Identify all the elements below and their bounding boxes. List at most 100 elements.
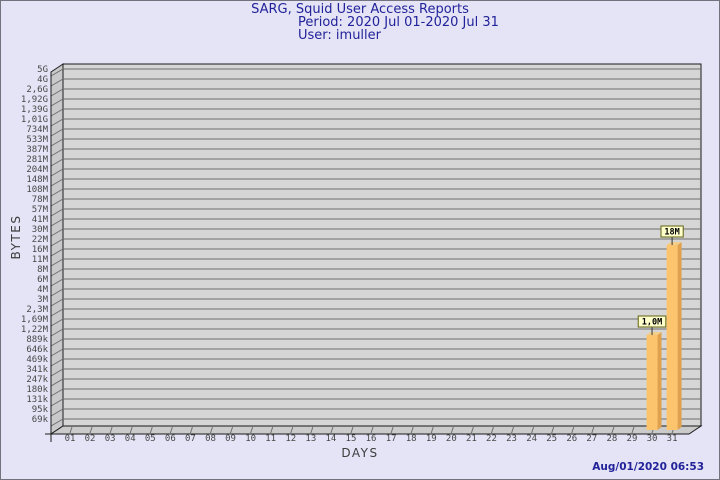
x-tick — [109, 426, 113, 434]
x-tick-label: 29 — [627, 434, 638, 444]
x-axis-title: DAYS — [341, 446, 379, 460]
y-tick-label: 889k — [26, 335, 48, 345]
bar-top-face — [666, 242, 682, 245]
y-tick-label: 108M — [26, 185, 48, 195]
bar-value-label: 18M — [664, 228, 679, 238]
y-tick-label: 180k — [26, 385, 48, 395]
axis-floor — [49, 425, 703, 435]
y-tick — [50, 248, 64, 257]
x-tick — [571, 426, 575, 434]
x-tick — [430, 426, 434, 434]
y-tick — [50, 368, 64, 377]
x-tick — [169, 426, 173, 434]
x-tick-label: 05 — [145, 434, 156, 444]
x-tick — [270, 426, 274, 434]
y-tick — [50, 278, 64, 287]
y-tick — [50, 298, 64, 307]
x-tick-label: 17 — [386, 434, 397, 444]
x-tick — [591, 426, 595, 434]
y-tick-label: 1,01G — [21, 115, 48, 125]
y-tick — [50, 158, 64, 167]
y-tick-label: 2,3M — [26, 305, 48, 315]
y-tick — [50, 348, 64, 357]
plot-area — [62, 63, 702, 427]
x-tick — [189, 426, 193, 434]
y-tick — [50, 128, 64, 137]
chart-header: SARG, Squid User Access Reports Period: … — [1, 3, 719, 42]
y-tick-label: 16M — [32, 245, 49, 255]
bar-value-box — [660, 225, 684, 238]
x-tick-label: 03 — [105, 434, 116, 444]
y-tick-label: 281M — [26, 155, 48, 165]
chart-period: Period: 2020 Jul 01-2020 Jul 31 — [298, 15, 499, 30]
x-tick — [290, 426, 294, 434]
y-tick — [50, 108, 64, 117]
y-tick-label: 148M — [26, 175, 48, 185]
y-tick — [50, 198, 64, 207]
x-tick-label: 24 — [526, 434, 537, 444]
y-tick-label: 1,22M — [21, 325, 49, 335]
x-tick-label: 25 — [546, 434, 557, 444]
y-tick — [50, 148, 64, 157]
y-tick-label: 734M — [26, 125, 48, 135]
y-tick — [50, 418, 64, 427]
y-tick-label: 22M — [32, 235, 49, 245]
x-tick — [310, 426, 314, 434]
y-tick — [50, 178, 64, 187]
y-tick — [50, 218, 64, 227]
y-tick — [50, 258, 64, 267]
x-tick-label: 30 — [647, 434, 658, 444]
x-tick-label: 12 — [285, 434, 296, 444]
y-tick-label: 131k — [26, 395, 48, 405]
x-tick — [511, 426, 515, 434]
y-tick-label: 341k — [26, 365, 48, 375]
x-tick — [450, 426, 454, 434]
y-tick-label: 1,69M — [21, 315, 49, 325]
x-tick — [531, 426, 535, 434]
x-tick — [129, 426, 133, 434]
y-tick-label: 8M — [37, 265, 48, 275]
y-tick-label: 4G — [37, 75, 48, 85]
bar-value-label: 1,0M — [642, 318, 662, 328]
y-tick-label: 69k — [32, 415, 49, 425]
x-tick-label: 09 — [225, 434, 236, 444]
y-tick — [50, 228, 64, 237]
x-tick — [551, 426, 555, 434]
y-tick-label: 2,6G — [26, 85, 48, 95]
chart-user: User: imuller — [298, 28, 381, 43]
y-tick-label: 533M — [26, 135, 48, 145]
x-tick-label: 01 — [65, 434, 76, 444]
x-tick — [210, 426, 213, 434]
y-tick-label: 469k — [26, 355, 48, 365]
bar-value-box — [637, 315, 667, 328]
x-tick — [350, 426, 354, 434]
y-tick-label: 6M — [37, 275, 48, 285]
y-tick-label: 4M — [37, 285, 48, 295]
y-tick-label: 247k — [26, 375, 48, 385]
y-tick-label: 1,92G — [21, 95, 48, 105]
y-tick-label: 78M — [32, 195, 49, 205]
y-tick — [50, 138, 64, 147]
y-tick — [50, 118, 64, 127]
y-tick — [50, 388, 64, 397]
x-tick — [149, 426, 153, 434]
x-tick-label: 06 — [165, 434, 176, 444]
x-tick-label: 28 — [606, 434, 617, 444]
x-tick — [370, 426, 374, 434]
x-tick-label: 16 — [366, 434, 377, 444]
bar-top-face — [646, 332, 662, 335]
x-tick — [390, 426, 394, 434]
x-tick-label: 07 — [185, 434, 196, 444]
y-tick-label: 204M — [26, 165, 48, 175]
bar-front-face — [646, 335, 658, 430]
x-tick — [250, 426, 254, 434]
y-tick — [50, 408, 64, 417]
x-tick — [611, 426, 615, 434]
y-tick — [50, 328, 64, 337]
y-tick-label: 95k — [32, 405, 49, 415]
y-tick — [50, 358, 64, 367]
x-tick-label: 31 — [667, 434, 678, 444]
y-tick — [50, 238, 64, 247]
